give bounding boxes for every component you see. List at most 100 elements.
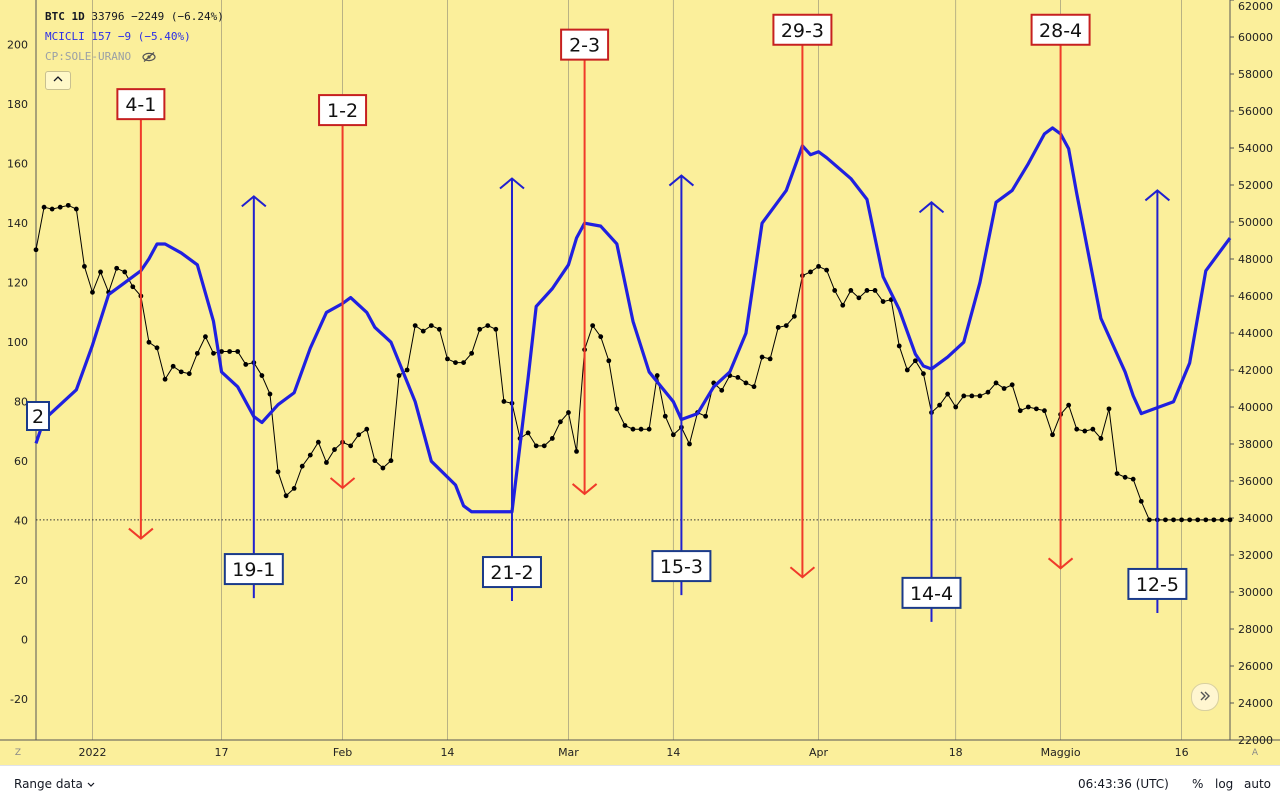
cycle-annotations: 4-1 1-2 2-3 29-3 28-4 19-1 21-2 15-3 14-4 12-5 2 xyxy=(26,13,1188,622)
price-point xyxy=(420,328,426,334)
price-point xyxy=(267,391,273,397)
price-point xyxy=(687,441,692,447)
price-point xyxy=(622,423,628,428)
arrow-head xyxy=(918,201,945,214)
legend-source: CP:SOLE-URANO xyxy=(45,50,132,63)
plot-background xyxy=(0,0,1280,765)
x-tick-label: 14 xyxy=(440,746,454,759)
price-point xyxy=(364,426,370,432)
price-point xyxy=(178,369,184,375)
price-point xyxy=(630,426,636,432)
price-point xyxy=(461,360,466,365)
x-tick-label: 16 xyxy=(1175,746,1189,759)
chevron-down-icon xyxy=(87,782,95,787)
scroll-to-realtime-button[interactable] xyxy=(1191,683,1219,711)
price-point xyxy=(493,326,499,332)
price-point xyxy=(170,363,176,369)
left-tick-label: 40 xyxy=(14,515,28,528)
cycle-label-box xyxy=(560,28,610,61)
clock-time[interactable]: 06:43:36 (UTC) xyxy=(1078,777,1169,791)
left-tick-label: 200 xyxy=(7,39,28,52)
price-point xyxy=(533,443,539,449)
price-point xyxy=(1009,382,1015,388)
right-tick-label: 54000 xyxy=(1238,142,1273,155)
price-point xyxy=(436,326,442,332)
price-point xyxy=(243,362,249,367)
price-point xyxy=(759,354,765,360)
price-point xyxy=(235,349,241,354)
arrow-head xyxy=(241,195,267,208)
price-point xyxy=(598,334,604,340)
right-tick-label: 48000 xyxy=(1238,253,1273,266)
right-tick-label: 26000 xyxy=(1238,660,1273,673)
price-point xyxy=(1042,408,1047,414)
right-axis: 22000 24000 26000 28000 30000 32000 34000 36000… xyxy=(1230,0,1273,747)
series-group xyxy=(33,126,1233,523)
range-selector[interactable]: Range data xyxy=(14,777,95,791)
collapse-legend-button[interactable] xyxy=(45,71,71,90)
auto-scale-toggle[interactable]: auto xyxy=(1244,777,1272,791)
cycle-label-text: 21-2 xyxy=(490,562,533,584)
price-point xyxy=(307,452,313,458)
price-point xyxy=(840,302,846,308)
legend-symbol[interactable]: BTC xyxy=(45,10,65,23)
right-tick-label: 58000 xyxy=(1238,68,1273,81)
range-label: Range data xyxy=(14,777,83,791)
right-tick-label: 52000 xyxy=(1238,179,1273,192)
left-tick-label: 20 xyxy=(14,574,28,587)
right-tick-label: 40000 xyxy=(1238,401,1273,414)
left-tick-label: 100 xyxy=(7,336,28,349)
price-point xyxy=(525,430,531,436)
price-point xyxy=(1090,426,1096,432)
legend-source-row[interactable]: CP:SOLE-URANO xyxy=(45,48,224,68)
price-point xyxy=(82,264,87,269)
percent-scale-toggle[interactable]: % xyxy=(1192,777,1204,791)
price-point xyxy=(1163,517,1168,523)
left-tick-label: 120 xyxy=(7,277,28,290)
price-point xyxy=(130,284,136,290)
eye-hidden-icon[interactable] xyxy=(142,52,156,62)
price-point xyxy=(993,380,999,386)
right-tick-label: 32000 xyxy=(1238,549,1273,562)
cycle-label-text: 12-5 xyxy=(1136,574,1179,596)
price-point xyxy=(275,469,281,475)
price-point xyxy=(445,356,450,362)
price-point xyxy=(1203,517,1209,523)
right-tick-label: 36000 xyxy=(1238,475,1273,488)
legend-indicator-name: MCICLI xyxy=(45,30,85,43)
legend-interval[interactable]: 1D xyxy=(71,10,85,23)
arrow-head xyxy=(1047,557,1074,570)
legend-indicator-row[interactable]: MCICLI 157 −9 (−5.40%) xyxy=(45,28,224,48)
price-point xyxy=(1017,408,1023,414)
price-point xyxy=(816,264,821,269)
arrow-head xyxy=(668,174,695,187)
chart-legend: BTC 1D 33796 −2249 (−6.24%) MCICLI 157 −… xyxy=(45,8,224,68)
price-point xyxy=(203,334,208,340)
cycle-label-text: 4-1 xyxy=(125,94,156,116)
price-point xyxy=(41,204,47,210)
left-axis: -20 0 20 40 60 80 100 120 140 160 180 200 xyxy=(7,39,28,707)
price-point xyxy=(590,323,596,328)
legend-indicator-value: 157 xyxy=(91,30,112,43)
price-point xyxy=(896,343,902,349)
right-tick-label: 24000 xyxy=(1238,697,1273,710)
price-point xyxy=(832,288,838,293)
chevron-up-icon xyxy=(53,76,63,82)
price-point xyxy=(291,486,297,491)
price-point xyxy=(824,267,830,273)
price-point xyxy=(953,404,959,410)
price-point xyxy=(646,426,652,432)
arrow-head xyxy=(128,527,154,540)
cycle-label-box xyxy=(1127,567,1188,600)
price-point xyxy=(735,375,741,380)
x-tick-label: 18 xyxy=(949,746,963,759)
price-point xyxy=(259,373,265,378)
left-tick-label: 60 xyxy=(14,455,28,468)
price-point xyxy=(921,371,926,377)
price-point xyxy=(90,289,95,295)
log-scale-toggle[interactable]: log xyxy=(1215,777,1234,791)
cycle-label-box-partial xyxy=(26,401,50,431)
right-tick-label: 44000 xyxy=(1238,327,1273,340)
price-point xyxy=(315,439,321,445)
